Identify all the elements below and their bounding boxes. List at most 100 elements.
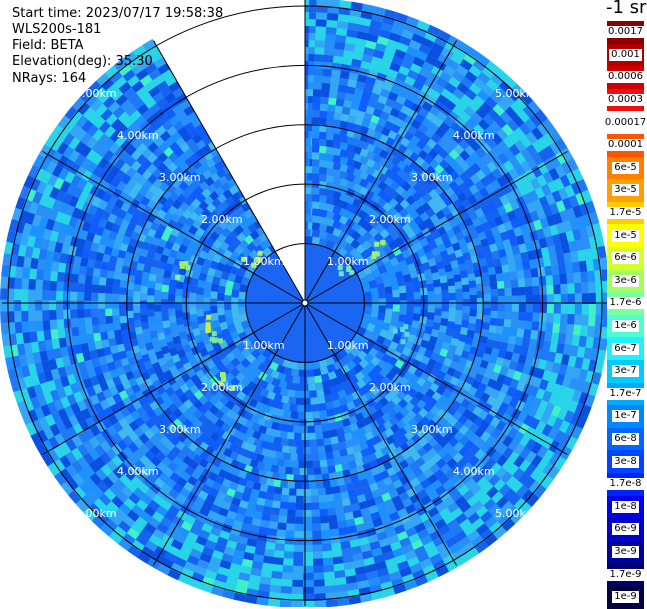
range-cell [497,311,505,320]
range-cell [392,304,400,313]
range-cell [37,340,47,352]
range-cell [371,547,383,558]
range-cell [288,495,297,503]
range-cell [336,427,345,437]
colorbar-label: 6e-5 [612,161,639,174]
range-cell [416,20,431,32]
range-cell [100,331,109,341]
range-cell [355,419,366,430]
range-cell [551,362,561,374]
range-cell [146,199,157,210]
range-cell [267,598,281,607]
range-cell [154,289,162,298]
range-cell [386,267,396,277]
range-cell [331,542,342,551]
range-cell [285,523,295,531]
range-cell [114,508,127,521]
range-cell [423,268,433,278]
range-cell [484,346,493,355]
range-cell [490,208,501,219]
range-cell [538,196,550,208]
range-cell [374,372,385,384]
range-cell [254,504,265,513]
range-cell [389,387,400,398]
range-cell [303,565,314,573]
range-cell [425,276,434,285]
range-cell [131,137,143,150]
range-cell [91,196,102,208]
range-cell [120,485,134,498]
range-cell [525,241,534,252]
range-cell [523,329,532,339]
range-cell [70,273,79,284]
range-cell [68,354,78,365]
range-cell [228,443,239,453]
range-cell [133,487,145,500]
range-cell [244,472,254,482]
range-cell [318,173,328,182]
range-cell [303,509,312,517]
range-cell [220,413,231,424]
range-cell [421,202,432,213]
range-cell [357,579,370,590]
range-cell [119,242,129,252]
range-cell [55,211,66,224]
range-cell [76,399,88,412]
range-cell [210,526,222,537]
range-cell [326,363,337,374]
range-cell [418,43,432,55]
range-cell [286,516,296,524]
range-cell [64,106,78,120]
range-cell [417,323,427,332]
range-cell [128,453,140,465]
range-cell [256,344,267,355]
range-cell [302,593,315,601]
range-cell [43,391,54,405]
range-cell [559,210,570,223]
range-cell [325,132,334,141]
range-cell [158,261,167,270]
echo-patch [183,260,189,266]
range-cell [520,251,529,262]
range-cell [157,238,168,248]
blanked-sector [151,0,305,303]
range-cell [49,423,61,437]
range-cell [112,308,120,316]
range-cell [323,387,332,396]
range-cell [442,553,456,566]
range-cell [423,540,436,552]
range-cell [398,65,410,76]
range-cell [353,44,366,54]
range-cell [443,196,454,207]
range-cell [192,542,205,553]
range-cell [538,321,547,332]
range-cell [282,452,291,461]
range-cell [193,389,204,400]
range-cell [110,88,124,102]
range-cell [515,96,528,110]
range-cell [145,394,156,405]
range-cell [135,86,149,99]
range-cell [424,31,438,43]
range-cell [499,341,509,351]
range-cell [501,334,510,344]
range-cell [184,514,196,526]
range-cell [303,572,314,580]
range-cell [529,385,539,398]
range-cell [443,373,453,383]
range-cell [352,443,362,453]
range-cell [226,487,236,498]
range-cell [472,237,482,247]
range-cell [425,319,434,328]
range-cell [65,225,76,237]
range-cell [403,22,417,34]
range-cell [284,537,295,545]
colorbar-label: 0.0001 [606,139,645,152]
range-cell [494,333,503,342]
range-cell [320,373,330,383]
range-cell [79,334,88,345]
range-cell [435,210,446,220]
range-cell [192,519,205,530]
range-cell [395,12,409,23]
range-cell [384,168,395,179]
